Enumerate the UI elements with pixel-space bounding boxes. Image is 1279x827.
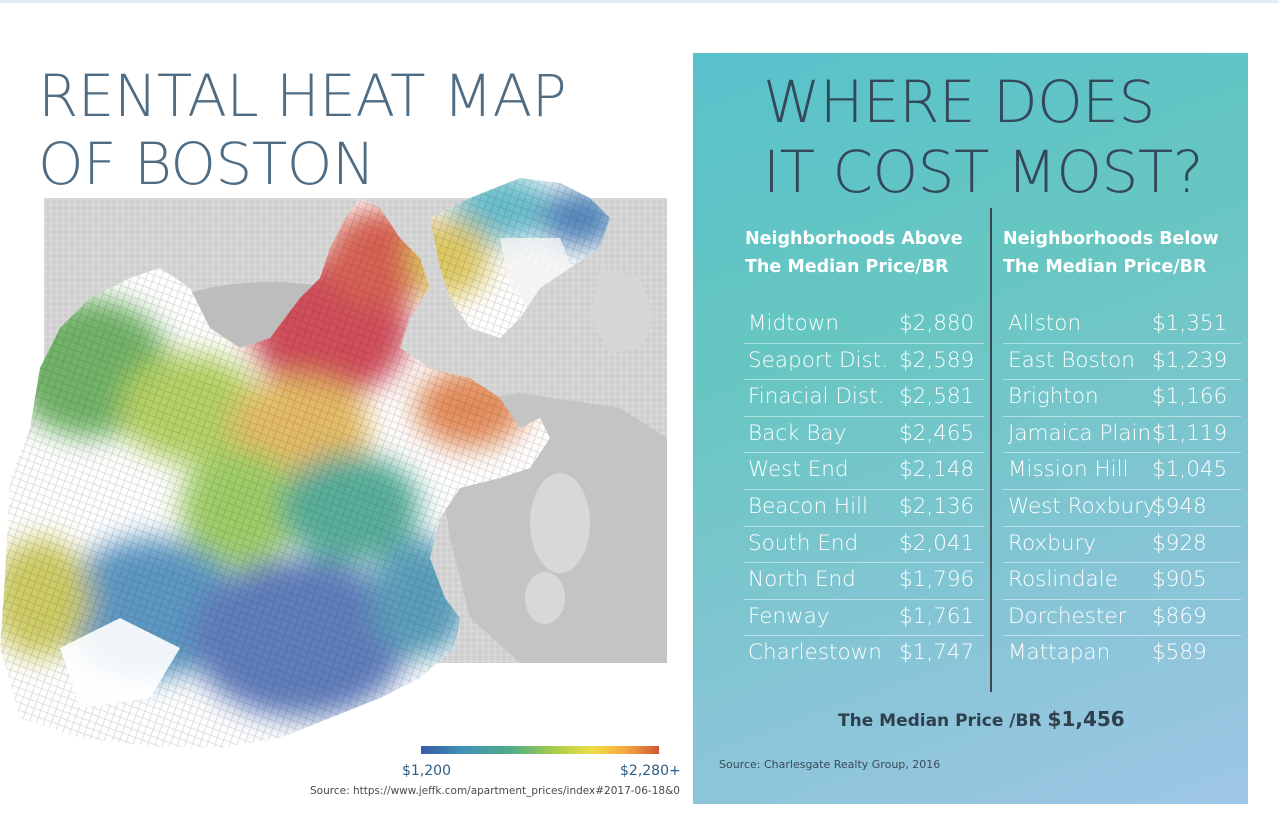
price-panel: WHERE DOES IT COST MOST? Neighborhoods A…	[693, 53, 1248, 804]
neighborhood-price: $2,589	[899, 347, 975, 373]
neighborhood-price: $2,880	[899, 311, 975, 336]
neighborhood-price: $2,581	[899, 384, 975, 410]
legend-low-label: $1,200	[402, 763, 451, 779]
above-median-list: Midtown $2,880 Seaport Dist. $2,589 Finaci…	[744, 307, 984, 673]
list-item: Fenway $1,761	[744, 600, 984, 637]
list-item: Mission Hill $1,045	[1003, 453, 1241, 490]
neighborhood-name: Midtown	[748, 311, 839, 336]
above-heading-line-1: Neighborhoods Above	[745, 229, 963, 249]
list-item: Mattapan $589	[1003, 636, 1241, 673]
neighborhood-name: Back Bay	[748, 420, 847, 446]
neighborhood-name: Dorchester	[1008, 603, 1127, 629]
list-item: South End $2,041	[744, 527, 984, 564]
map-source: Source: https://www.jeffk.com/apartment_…	[310, 785, 680, 797]
list-item: Roxbury $928	[1003, 527, 1241, 564]
list-item: Allston $1,351	[1003, 307, 1241, 344]
neighborhood-name: West End	[748, 457, 849, 483]
neighborhood-price: $1,747	[899, 640, 975, 666]
neighborhood-price: $869	[1152, 603, 1207, 629]
list-item: West Roxbury $948	[1003, 490, 1241, 527]
list-item: Dorchester $869	[1003, 600, 1241, 637]
list-item: Back Bay $2,465	[744, 417, 984, 454]
list-item: Charlestown $1,747	[744, 636, 984, 673]
panel-title-line-2: IT COST MOST?	[763, 138, 1204, 206]
neighborhood-name: West Roxbury	[1008, 493, 1156, 519]
panel-title: WHERE DOES IT COST MOST?	[763, 67, 1233, 207]
neighborhood-name: Mattapan	[1008, 640, 1111, 666]
legend-high-label: $2,280+	[620, 763, 681, 779]
above-heading-line-2: The Median Price/BR	[745, 257, 949, 277]
neighborhood-name: Mission Hill	[1008, 457, 1129, 483]
below-heading-line-2: The Median Price/BR	[1003, 257, 1207, 277]
neighborhood-name: Brighton	[1008, 384, 1099, 410]
neighborhood-price: $1,239	[1152, 347, 1228, 373]
column-divider	[990, 208, 992, 692]
panel-source: Source: Charlesgate Realty Group, 2016	[719, 758, 941, 771]
median-label: The Median Price /BR	[838, 711, 1042, 731]
neighborhood-price: $2,136	[899, 493, 975, 519]
median-price: The Median Price /BR $1,456	[838, 707, 1125, 731]
median-value: $1,456	[1047, 707, 1125, 731]
neighborhood-price: $928	[1152, 530, 1207, 556]
panel-title-line-1: WHERE DOES	[763, 68, 1155, 136]
title-line-2: OF BOSTON	[38, 130, 375, 198]
legend-color-scale	[421, 746, 659, 754]
neighborhood-name: Finacial Dist.	[748, 384, 885, 410]
list-item: North End $1,796	[744, 563, 984, 600]
neighborhood-name: Allston	[1008, 311, 1082, 336]
neighborhood-name: Roslindale	[1008, 567, 1118, 593]
neighborhood-name: South End	[748, 530, 859, 556]
neighborhood-price: $2,148	[899, 457, 975, 483]
neighborhood-price: $1,119	[1152, 420, 1228, 446]
harbor-islands	[590, 268, 655, 353]
neighborhood-name: Charlestown	[748, 640, 882, 666]
neighborhood-name: North End	[748, 567, 856, 593]
neighborhood-price: $948	[1152, 493, 1207, 519]
list-item: Midtown $2,880	[744, 307, 984, 344]
neighborhood-price: $589	[1152, 640, 1207, 666]
neighborhood-price: $1,045	[1152, 457, 1228, 483]
neighborhood-price: $2,041	[899, 530, 975, 556]
neighborhood-price: $905	[1152, 567, 1207, 593]
neighborhood-name: Seaport Dist.	[748, 347, 888, 373]
neighborhood-price: $1,796	[899, 567, 975, 593]
neighborhood-price: $2,465	[899, 420, 975, 446]
neighborhood-name: Roxbury	[1008, 530, 1097, 556]
page-title: RENTAL HEAT MAP OF BOSTON	[38, 62, 678, 198]
neighborhood-name: East Boston	[1008, 347, 1135, 373]
list-item: West End $2,148	[744, 453, 984, 490]
below-median-list: Allston $1,351 East Boston $1,239 Brighton…	[1003, 307, 1241, 673]
title-line-1: RENTAL HEAT MAP	[38, 62, 567, 130]
neighborhood-price: $1,351	[1152, 311, 1228, 336]
neighborhood-price: $1,166	[1152, 384, 1228, 410]
list-item: East Boston $1,239	[1003, 344, 1241, 381]
list-item: Seaport Dist. $2,589	[744, 344, 984, 381]
list-item: Finacial Dist. $2,581	[744, 380, 984, 417]
list-item: Beacon Hill $2,136	[744, 490, 984, 527]
above-median-heading: Neighborhoods Above The Median Price/BR	[745, 225, 963, 281]
neighborhood-name: Jamaica Plain	[1008, 420, 1152, 446]
top-rule	[0, 0, 1279, 3]
below-heading-line-1: Neighborhoods Below	[1003, 229, 1219, 249]
neighborhood-price: $1,761	[899, 603, 975, 629]
island-2	[525, 572, 565, 624]
neighborhood-name: Beacon Hill	[748, 493, 869, 519]
boston-heat-map	[0, 178, 670, 750]
below-median-heading: Neighborhoods Below The Median Price/BR	[1003, 225, 1219, 281]
list-item: Brighton $1,166	[1003, 380, 1241, 417]
island	[530, 473, 590, 573]
neighborhood-name: Fenway	[748, 603, 830, 629]
list-item: Roslindale $905	[1003, 563, 1241, 600]
list-item: Jamaica Plain $1,119	[1003, 417, 1241, 454]
